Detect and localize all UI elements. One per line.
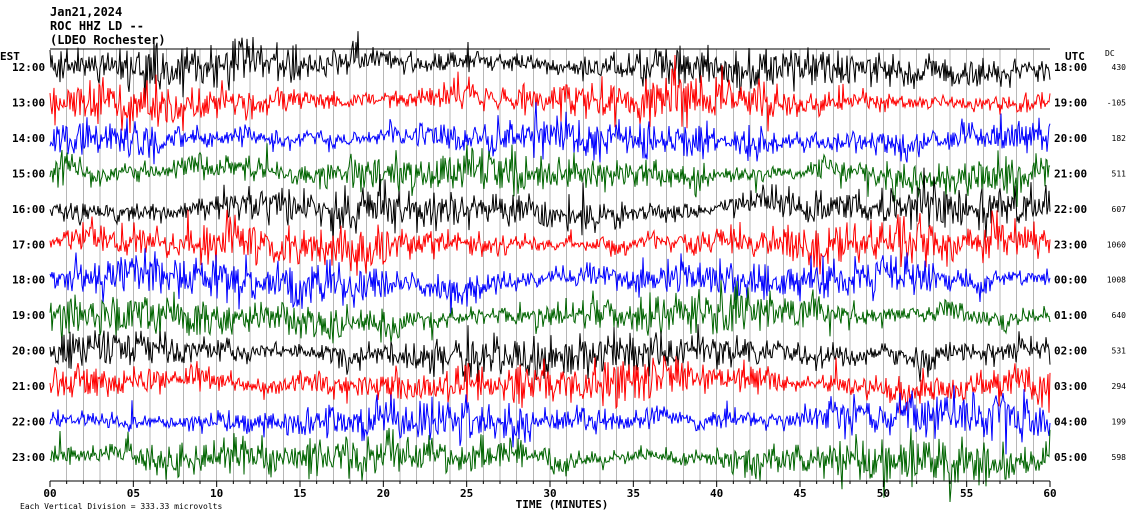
- x-tick-label: 45: [793, 487, 806, 500]
- utc-hour-label: 05:00: [1054, 451, 1087, 464]
- est-hour-label: 16:00: [12, 203, 45, 216]
- utc-hour-label: 21:00: [1054, 167, 1087, 180]
- x-tick-label: 00: [43, 487, 56, 500]
- left-timezone-label: EST: [0, 50, 20, 63]
- dc-offset-value: 430: [1112, 63, 1127, 72]
- x-tick-label: 50: [877, 487, 890, 500]
- dc-offset-value: 1060: [1107, 240, 1126, 249]
- est-hour-label: 13:00: [12, 96, 45, 109]
- trace-row: [49, 248, 1051, 317]
- est-hour-label: 19:00: [12, 309, 45, 322]
- x-tick-label: 05: [127, 487, 140, 500]
- trace-row: [49, 280, 1051, 344]
- x-tick-label: 25: [460, 487, 473, 500]
- scale-note: Each Vertical Division = 333.33 microvol…: [20, 502, 222, 511]
- dc-offset-value: 640: [1112, 311, 1127, 320]
- est-hour-label: 20:00: [12, 345, 45, 358]
- est-hour-label: 23:00: [12, 451, 45, 464]
- est-hour-label: 17:00: [12, 238, 45, 251]
- utc-hour-label: 18:00: [1054, 61, 1087, 74]
- x-tick-label: 40: [710, 487, 723, 500]
- trace-row: [49, 54, 1051, 134]
- est-hour-label: 21:00: [12, 380, 45, 393]
- dc-offset-value: 199: [1112, 418, 1127, 427]
- trace-row: [49, 143, 1051, 207]
- trace-row: [49, 355, 1051, 414]
- dc-offset-value: 511: [1112, 169, 1127, 178]
- dc-offset-value: 598: [1112, 453, 1127, 462]
- x-axis-title: TIME (MINUTES): [516, 498, 609, 511]
- utc-hour-label: 19:00: [1054, 96, 1087, 109]
- x-tick-label: 20: [377, 487, 390, 500]
- est-hour-label: 15:00: [12, 167, 45, 180]
- utc-hour-label: 20:00: [1054, 132, 1087, 145]
- trace-row: [49, 31, 1051, 106]
- utc-hour-label: 22:00: [1054, 203, 1087, 216]
- trace-row: [49, 167, 1051, 245]
- trace-row: [49, 427, 1051, 503]
- header-date: Jan21,2024: [50, 5, 122, 19]
- trace-row: [49, 385, 1051, 455]
- est-hour-label: 18:00: [12, 274, 45, 287]
- utc-hour-label: 01:00: [1054, 309, 1087, 322]
- utc-hour-label: 23:00: [1054, 238, 1087, 251]
- utc-hour-label: 00:00: [1054, 274, 1087, 287]
- dc-offset-value: 294: [1112, 382, 1127, 391]
- est-hour-label: 12:00: [12, 61, 45, 74]
- x-tick-label: 30: [543, 487, 556, 500]
- est-hour-label: 22:00: [12, 416, 45, 429]
- utc-hour-label: 04:00: [1054, 416, 1087, 429]
- x-axis-ticks: 00 05 10 15 20 25 30 35 40 45 50 55 60: [43, 481, 1057, 500]
- dc-offset-value: 531: [1112, 347, 1127, 356]
- header-location: (LDEO Rochester): [50, 33, 166, 47]
- dc-column-header: DC: [1105, 49, 1115, 58]
- utc-hour-label: 02:00: [1054, 345, 1087, 358]
- header-station: ROC HHZ LD --: [50, 19, 144, 33]
- row-labels: 12:00 18:00 430 13:00 19:00 -105 14:00 20:00 182…: [12, 61, 1126, 464]
- right-timezone-label: UTC: [1065, 50, 1085, 63]
- seismic-traces: [49, 31, 1051, 503]
- trace-row: [49, 102, 1051, 165]
- x-tick-label: 15: [293, 487, 306, 500]
- dc-offset-value: 1008: [1107, 276, 1126, 285]
- x-tick-label: 10: [210, 487, 223, 500]
- utc-hour-label: 03:00: [1054, 380, 1087, 393]
- trace-row: [49, 324, 1051, 383]
- trace-row: [49, 209, 1051, 276]
- dc-offset-value: 182: [1112, 134, 1127, 143]
- dc-offset-value: 607: [1112, 205, 1127, 214]
- x-tick-label: 60: [1043, 487, 1056, 500]
- est-hour-label: 14:00: [12, 132, 45, 145]
- x-tick-label: 55: [960, 487, 973, 500]
- dc-offset-value: -105: [1107, 98, 1126, 107]
- x-tick-label: 35: [627, 487, 640, 500]
